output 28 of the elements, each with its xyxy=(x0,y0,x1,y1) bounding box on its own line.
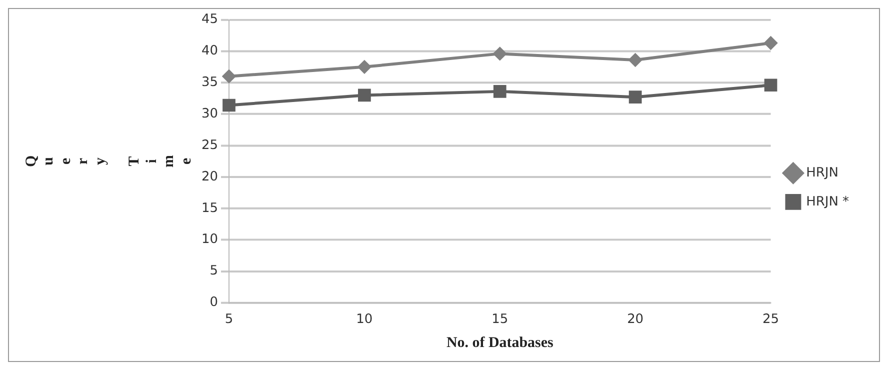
legend-label: HRJN * xyxy=(806,194,850,210)
y-tick-label: 30 xyxy=(202,106,218,122)
y-tick-label: 5 xyxy=(210,264,218,279)
x-tick-label: 20 xyxy=(627,312,644,327)
x-tick-label: 25 xyxy=(762,312,779,327)
point xyxy=(764,78,778,92)
y-tick-label: 25 xyxy=(202,138,218,153)
x-axis-title: No. of Databases xyxy=(446,334,554,351)
point xyxy=(493,47,506,60)
point xyxy=(358,88,371,102)
y-tick-label: 35 xyxy=(202,75,218,90)
y-tick-label: 0 xyxy=(210,295,218,310)
legend-label: HRJN xyxy=(806,165,838,180)
point xyxy=(628,90,642,104)
x-tick-label: 10 xyxy=(356,312,373,327)
y-tick-label: 10 xyxy=(202,232,218,248)
x-tick-label: 5 xyxy=(224,312,234,327)
y-tick-label: 45 xyxy=(202,12,218,28)
point xyxy=(222,98,236,112)
point xyxy=(493,85,506,98)
y-tick-label: 40 xyxy=(202,44,218,59)
y-tick-label: 20 xyxy=(202,169,218,184)
point xyxy=(764,36,778,50)
point xyxy=(628,54,642,66)
text: Query Time xyxy=(23,155,194,168)
x-tick-label: 15 xyxy=(492,312,508,327)
point xyxy=(358,60,371,74)
y-tick-label: 15 xyxy=(202,200,218,216)
